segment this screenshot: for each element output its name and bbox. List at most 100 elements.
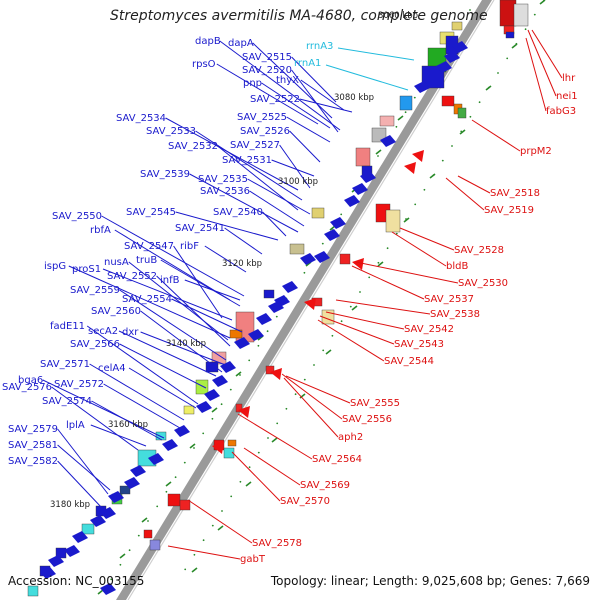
strand-ticks: [97, 0, 546, 595]
reverse-gene-label: prpM2: [520, 146, 552, 157]
forward-leader-line: [249, 190, 305, 227]
reverse-gene-label: nei1: [556, 91, 578, 102]
forward-gene-arrow: [212, 375, 228, 387]
rna-gene-label: rrnA3: [306, 41, 333, 52]
kbp-tick-label: 3160 kbp: [108, 420, 148, 430]
tick-dot: [377, 261, 380, 264]
forward-gene-block: [81, 523, 95, 535]
reverse-gene-block: [441, 95, 455, 107]
genome-summary: Topology: linear; Length: 9,025,608 bp; …: [270, 574, 590, 588]
reverse-gene-label: SAV_2555: [350, 398, 400, 409]
forward-gene-label: bga6: [18, 375, 43, 386]
reverse-gene-label: bldB: [446, 261, 468, 272]
tick-dot: [322, 349, 325, 352]
tick-dot: [497, 72, 499, 74]
forward-leader-line: [101, 215, 245, 297]
forward-gene-label: dxr: [122, 327, 139, 338]
forward-gene-label: ispG: [44, 261, 66, 272]
tick-dot: [533, 13, 536, 16]
reverse-leader-line: [527, 29, 557, 97]
forward-leader-line: [289, 130, 321, 163]
forward-gene-label: rpsO: [192, 59, 216, 70]
forward-gene-label: SAV_2533: [146, 126, 196, 137]
forward-leader-line: [57, 428, 109, 495]
forward-gene-label: ribF: [180, 241, 199, 252]
tick-dot: [156, 505, 159, 508]
strand-tick: [377, 261, 384, 267]
forward-gene-arrow: [248, 329, 264, 341]
strand-tick: [375, 149, 382, 155]
reverse-gene-block: [235, 403, 243, 413]
tick-dot: [460, 130, 463, 133]
reverse-gene-label: lhr: [562, 73, 576, 84]
forward-gene-arrow: [414, 81, 430, 93]
forward-gene-arrow: [148, 453, 164, 465]
kbp-tick-label: 3080 kbp: [334, 93, 374, 103]
tick-dot: [469, 9, 471, 11]
reverse-gene-block: [223, 447, 235, 459]
forward-gene-arrow: [162, 439, 178, 451]
forward-gene-block: [27, 585, 39, 597]
forward-gene-arrow: [436, 61, 452, 73]
forward-leader-line: [291, 69, 339, 133]
reverse-gene-block: [227, 439, 237, 447]
reverse-leader-line: [283, 377, 339, 438]
tick-dot: [377, 155, 379, 157]
forward-gene-label: pnp: [243, 78, 262, 89]
forward-leader-line: [68, 265, 231, 339]
reverse-gene-label: SAV_2518: [490, 188, 540, 199]
tick-dot: [211, 417, 214, 420]
label-leaders: [42, 29, 563, 560]
forward-gene-arrow: [452, 41, 468, 53]
reverse-leader-line: [285, 375, 351, 404]
forward-gene-arrow: [282, 281, 298, 293]
forward-leader-line: [252, 42, 333, 119]
forward-gene-label: SAV_2552: [107, 271, 157, 282]
forward-leader-line: [247, 178, 311, 215]
kbp-tick-label: 3060 kbp: [378, 11, 418, 21]
tick-dot: [340, 213, 343, 216]
forward-gene-label: secA2: [88, 326, 118, 337]
tick-dot: [340, 320, 343, 323]
forward-gene-label: rbfA: [90, 225, 111, 236]
reverse-leader-line: [319, 315, 395, 345]
forward-gene-arrow: [360, 171, 376, 183]
tick-dot: [147, 520, 149, 522]
forward-gene-label: SAV_2535: [198, 174, 248, 185]
strand-tick: [397, 115, 404, 121]
forward-gene-label: SAV_2540: [213, 207, 263, 218]
forward-gene-label: thyX: [276, 75, 299, 86]
tick-dot: [211, 524, 214, 527]
forward-gene-block: [379, 115, 395, 127]
forward-gene-block: [421, 65, 445, 89]
forward-gene-arrow: [344, 195, 360, 207]
tick-dot: [248, 466, 251, 469]
forward-leader-line: [160, 259, 241, 307]
forward-leader-line: [103, 383, 181, 429]
forward-leader-line: [291, 56, 337, 103]
reverse-leader-line: [525, 37, 547, 112]
tick-dot: [487, 86, 490, 89]
forward-gene-label: SAV_2550: [52, 211, 102, 222]
reverse-gene-label: SAV_2570: [280, 496, 330, 507]
forward-gene-block: [119, 485, 131, 495]
strand-tick: [235, 371, 242, 377]
forward-gene-label: SAV_2554: [122, 294, 172, 305]
forward-leader-line: [114, 229, 231, 301]
tick-dot: [405, 218, 407, 220]
rna-gene-label: rrnA1: [294, 58, 321, 69]
reverse-gene-label: SAV_2542: [404, 324, 454, 335]
forward-gene-block: [289, 243, 305, 255]
forward-gene-label: SAV_2539: [140, 169, 190, 180]
tick-dot: [432, 174, 435, 177]
forward-gene-label: SAV_2526: [240, 126, 290, 137]
strand-tick: [299, 393, 306, 399]
forward-gene-block: [263, 289, 275, 299]
forward-leader-line: [128, 367, 197, 409]
forward-gene-label: SAV_2532: [168, 141, 218, 152]
reverse-leader-line: [351, 265, 425, 300]
forward-gene-arrow: [380, 135, 396, 147]
reverse-gene-label: SAV_2530: [458, 278, 508, 289]
forward-gene-block: [229, 329, 243, 339]
forward-gene-arrow: [234, 337, 250, 349]
